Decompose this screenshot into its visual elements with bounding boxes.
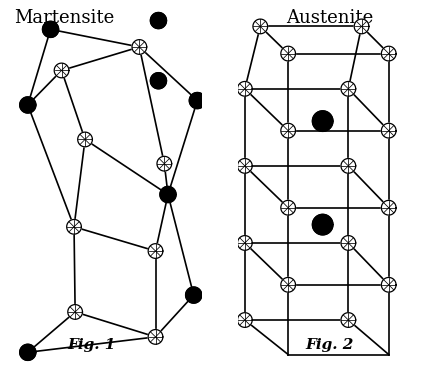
Polygon shape xyxy=(54,63,69,78)
Text: Austenite: Austenite xyxy=(286,9,374,27)
Polygon shape xyxy=(238,81,252,96)
Polygon shape xyxy=(148,330,163,344)
Polygon shape xyxy=(312,214,333,235)
Polygon shape xyxy=(157,156,172,171)
Polygon shape xyxy=(67,219,81,234)
Polygon shape xyxy=(78,132,92,147)
Polygon shape xyxy=(150,73,166,89)
Polygon shape xyxy=(341,236,356,250)
Polygon shape xyxy=(238,313,252,327)
Polygon shape xyxy=(238,159,252,173)
Polygon shape xyxy=(281,123,296,138)
Polygon shape xyxy=(189,92,205,109)
Text: Fig. 1: Fig. 1 xyxy=(67,338,116,352)
Polygon shape xyxy=(354,19,369,34)
Polygon shape xyxy=(253,19,268,34)
Polygon shape xyxy=(132,40,147,54)
Polygon shape xyxy=(160,186,176,203)
Polygon shape xyxy=(20,97,36,113)
Polygon shape xyxy=(341,159,356,173)
Text: Martensite: Martensite xyxy=(14,9,114,27)
Polygon shape xyxy=(381,200,396,215)
Polygon shape xyxy=(238,236,252,250)
Polygon shape xyxy=(341,81,356,96)
Polygon shape xyxy=(43,21,59,37)
Polygon shape xyxy=(20,344,36,360)
Polygon shape xyxy=(68,305,82,319)
Polygon shape xyxy=(148,244,163,258)
Polygon shape xyxy=(381,46,396,61)
Polygon shape xyxy=(281,277,296,292)
Polygon shape xyxy=(341,313,356,327)
Text: Fig. 2: Fig. 2 xyxy=(306,338,354,352)
Polygon shape xyxy=(312,111,333,131)
Polygon shape xyxy=(150,12,166,29)
Polygon shape xyxy=(381,123,396,138)
Polygon shape xyxy=(281,200,296,215)
Polygon shape xyxy=(381,277,396,292)
Polygon shape xyxy=(186,287,202,303)
Polygon shape xyxy=(281,46,296,61)
